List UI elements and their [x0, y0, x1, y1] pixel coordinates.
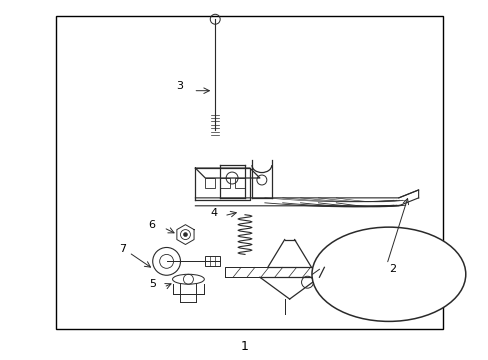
Text: 4: 4	[210, 208, 217, 218]
Ellipse shape	[172, 274, 204, 284]
Bar	[205, 256, 220, 266]
Bar	[56, 16, 443, 329]
Circle shape	[183, 233, 187, 237]
Text: 1: 1	[240, 340, 248, 353]
Bar	[205, 178, 215, 188]
Text: 2: 2	[388, 264, 395, 274]
Text: 6: 6	[148, 220, 155, 230]
Text: 7: 7	[119, 244, 126, 255]
Bar	[235, 178, 244, 188]
Text: 3: 3	[176, 81, 183, 91]
Text: 5: 5	[148, 279, 155, 289]
Bar	[220, 178, 230, 188]
Ellipse shape	[311, 227, 465, 321]
